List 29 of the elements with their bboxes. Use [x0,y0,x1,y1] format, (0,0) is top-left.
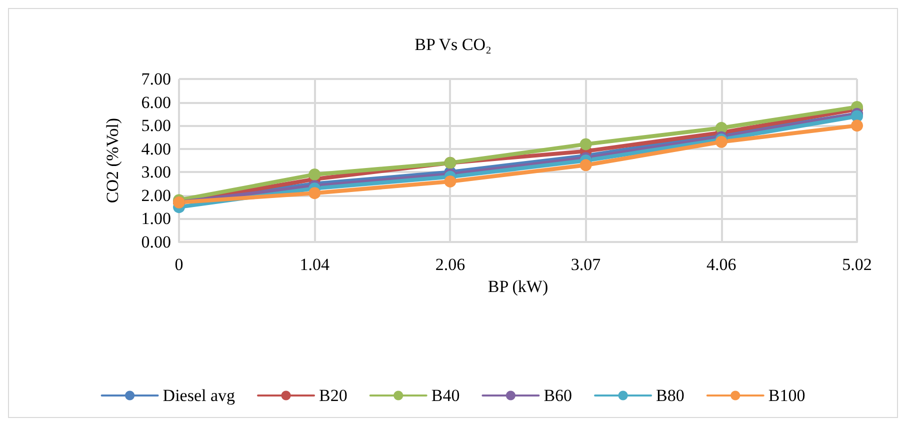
y-tick-label: 2.00 [141,186,171,205]
x-tick-label: 4.06 [706,255,736,274]
legend-label: Diesel avg [162,386,236,405]
y-tick-label: 6.00 [141,92,171,112]
y-tick-label: 1.00 [141,209,171,228]
legend-label: B40 [431,386,460,405]
point [580,159,592,172]
x-tick-label: 5.02 [842,255,872,274]
legend-label: B100 [768,386,806,405]
x-tick-label: 1.04 [300,255,330,274]
point [308,187,321,200]
y-tick-label: 0.00 [141,232,171,252]
x-axis-title: BP (kW) [488,277,548,296]
x-tick-label: 0 [174,255,184,274]
y-tick-label: 4.00 [141,139,171,158]
point [851,120,863,132]
x-tick-label: 3.07 [570,255,602,274]
point [308,168,321,180]
point [580,138,592,150]
legend-label: B60 [544,386,572,405]
y-tick-label: 7.00 [141,70,171,88]
chart-title: BP Vs CO₂ [414,35,492,54]
x-tick-label: 2.06 [435,255,466,274]
legend-label: B20 [319,386,348,405]
y-tick-label: 5.00 [141,116,171,136]
y-tick-label: 3.00 [141,162,171,182]
legend-label: B80 [656,386,684,405]
point [444,175,456,188]
y-axis-title: CO2 (%Vol) [103,118,122,204]
